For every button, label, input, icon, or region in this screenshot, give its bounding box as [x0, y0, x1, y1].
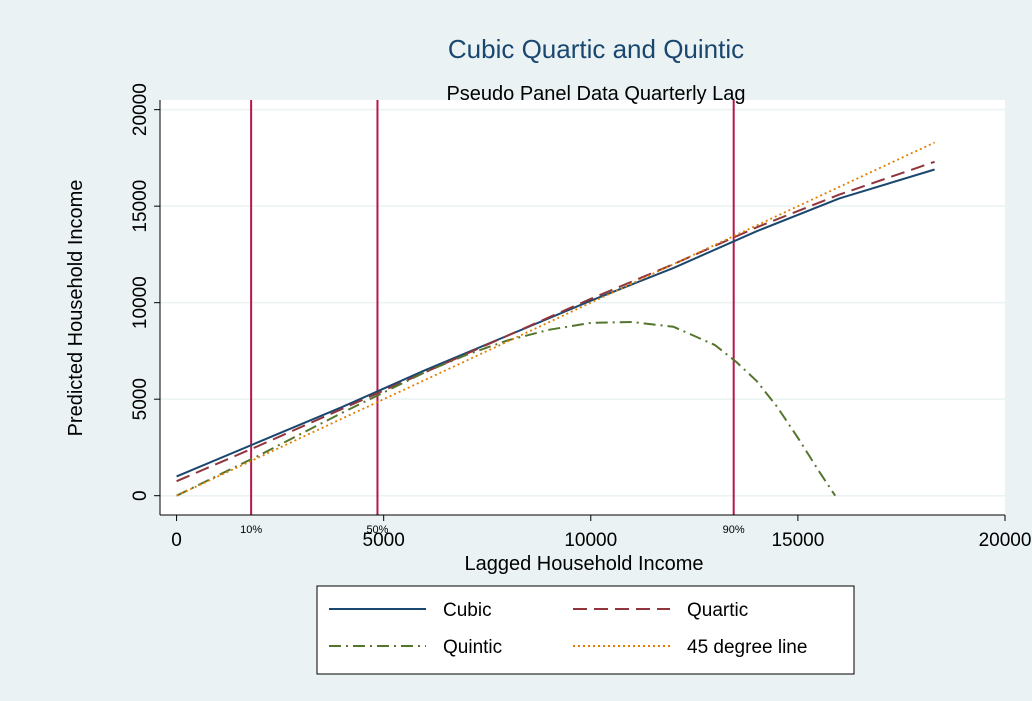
x-axis-label: Lagged Household Income [464, 553, 703, 575]
percentile-label-2: 90% [723, 524, 745, 536]
legend-box [316, 585, 855, 675]
legend: Cubic Quartic Quintic 45 degree line [316, 585, 855, 675]
y-tick-label-0: 0 [130, 490, 151, 501]
y-tick-label-4: 20000 [130, 83, 151, 136]
legend-label-0: Cubic [443, 600, 492, 621]
x-tick-label-4: 20000 [979, 530, 1032, 551]
x-tick-label-0: 0 [171, 530, 182, 551]
chart-subtitle: Pseudo Panel Data Quarterly Lag [446, 83, 745, 105]
chart-title: Cubic Quartic and Quintic [448, 34, 744, 64]
y-axis-label: Predicted Household Income [65, 180, 87, 437]
y-tick-label-2: 10000 [130, 276, 151, 329]
legend-label-3: 45 degree line [687, 637, 807, 658]
legend-label-1: Quartic [687, 600, 748, 621]
series-line-3 [176, 141, 935, 497]
series-line-1 [176, 160, 935, 483]
legend-label-2: Quintic [443, 637, 502, 658]
y-tick-label-3: 15000 [130, 180, 151, 233]
x-tick-label-3: 15000 [771, 530, 824, 551]
plot-area [160, 100, 1005, 515]
percentile-label-1: 50% [366, 524, 388, 536]
x-tick-label-1: 5000 [363, 530, 405, 551]
percentile-label-0: 10% [240, 524, 262, 536]
series-lines [176, 141, 935, 497]
series-line-2 [176, 321, 837, 497]
x-tick-label-2: 10000 [564, 530, 617, 551]
y-tick-label-1: 5000 [130, 378, 151, 420]
axes: 0 5000 10000 15000 20000 0 5000 10000 15000 20000 [130, 83, 1031, 551]
